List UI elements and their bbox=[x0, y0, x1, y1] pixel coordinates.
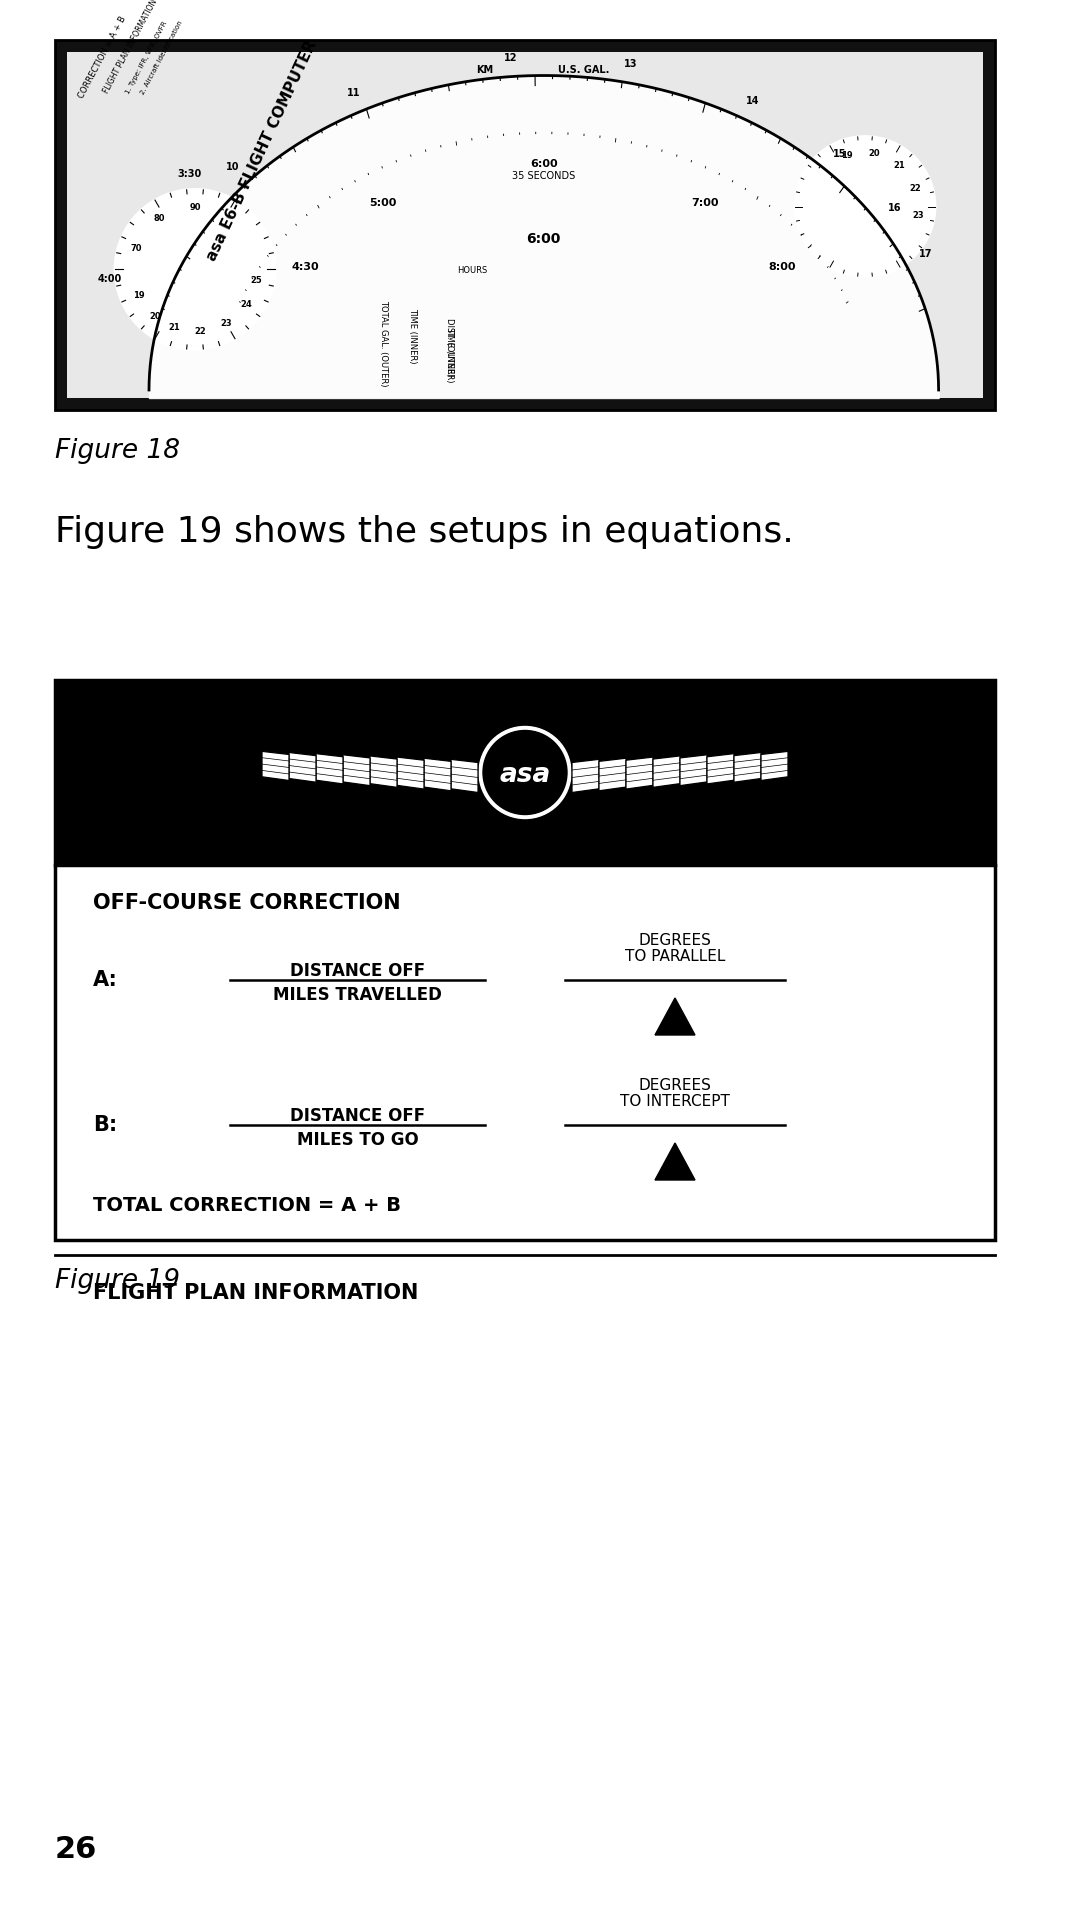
Polygon shape bbox=[370, 756, 397, 787]
Text: 21: 21 bbox=[167, 322, 179, 332]
Text: DEGREES: DEGREES bbox=[638, 1078, 712, 1094]
Polygon shape bbox=[626, 758, 653, 789]
Text: 22: 22 bbox=[194, 326, 206, 336]
Text: 20: 20 bbox=[868, 150, 880, 157]
Text: TO PARALLEL: TO PARALLEL bbox=[625, 950, 725, 963]
Text: HOURS: HOURS bbox=[458, 267, 488, 274]
Text: 70: 70 bbox=[131, 244, 143, 253]
Polygon shape bbox=[316, 754, 343, 785]
Text: 11: 11 bbox=[347, 88, 361, 98]
Text: OFF-COURSE CORRECTION: OFF-COURSE CORRECTION bbox=[93, 892, 401, 913]
Text: 35 SECONDS: 35 SECONDS bbox=[512, 171, 576, 180]
Bar bbox=[55, 679, 995, 865]
Text: 23: 23 bbox=[220, 319, 232, 328]
Text: 8:00: 8:00 bbox=[769, 261, 796, 272]
Text: 2. Aircraft Identification: 2. Aircraft Identification bbox=[139, 19, 184, 96]
Polygon shape bbox=[654, 998, 696, 1034]
Text: 19: 19 bbox=[840, 152, 852, 161]
Text: asa E6-B FLIGHT COMPUTER: asa E6-B FLIGHT COMPUTER bbox=[204, 38, 320, 263]
Text: Figure 19: Figure 19 bbox=[55, 1268, 180, 1293]
Text: 22: 22 bbox=[909, 184, 921, 192]
Text: B:: B: bbox=[93, 1115, 118, 1134]
Polygon shape bbox=[599, 758, 626, 791]
Text: 4:30: 4:30 bbox=[292, 261, 320, 272]
Text: U.S. GAL.: U.S. GAL. bbox=[557, 65, 609, 75]
Polygon shape bbox=[289, 752, 316, 783]
Text: 16: 16 bbox=[888, 203, 902, 213]
Text: asa: asa bbox=[499, 762, 551, 787]
Text: 25: 25 bbox=[251, 276, 262, 284]
Circle shape bbox=[795, 136, 935, 276]
Polygon shape bbox=[424, 758, 451, 791]
Text: 10: 10 bbox=[226, 161, 240, 173]
Text: A:: A: bbox=[93, 969, 118, 990]
Text: DISTANCE OFF: DISTANCE OFF bbox=[289, 1107, 426, 1125]
Text: 7:00: 7:00 bbox=[691, 198, 718, 209]
Circle shape bbox=[480, 727, 571, 819]
Text: 90: 90 bbox=[189, 203, 201, 211]
Bar bbox=[67, 52, 983, 397]
Text: DIST. (OUTER): DIST. (OUTER) bbox=[445, 319, 455, 376]
Text: TO INTERCEPT: TO INTERCEPT bbox=[620, 1094, 730, 1109]
Polygon shape bbox=[653, 756, 680, 787]
Text: 4:00: 4:00 bbox=[98, 274, 122, 284]
Text: 1. Type: IFR, VFR, OVFR: 1. Type: IFR, VFR, OVFR bbox=[124, 21, 168, 96]
Text: FLIGHT PLAN INFORMATION: FLIGHT PLAN INFORMATION bbox=[102, 0, 160, 96]
Polygon shape bbox=[734, 752, 761, 783]
Circle shape bbox=[114, 190, 275, 349]
Polygon shape bbox=[397, 758, 424, 789]
Text: 80: 80 bbox=[153, 215, 165, 223]
Text: KM: KM bbox=[476, 65, 494, 75]
Text: Figure 18: Figure 18 bbox=[55, 438, 180, 464]
Text: 6:00: 6:00 bbox=[530, 159, 557, 169]
Text: 21: 21 bbox=[894, 161, 906, 169]
Text: Figure 19 shows the setups in equations.: Figure 19 shows the setups in equations. bbox=[55, 514, 794, 549]
Text: 3:30: 3:30 bbox=[178, 169, 202, 178]
Polygon shape bbox=[572, 760, 599, 793]
Bar bbox=[55, 679, 995, 1240]
Text: 5:00: 5:00 bbox=[369, 198, 396, 209]
Text: MILES TO GO: MILES TO GO bbox=[297, 1130, 418, 1149]
Text: 23: 23 bbox=[913, 211, 924, 221]
Circle shape bbox=[483, 731, 567, 814]
Text: 13: 13 bbox=[624, 59, 637, 69]
Polygon shape bbox=[451, 760, 478, 793]
Polygon shape bbox=[654, 1144, 696, 1180]
Text: TOTAL CORRECTION = A + B: TOTAL CORRECTION = A + B bbox=[93, 1196, 401, 1215]
Text: TIME (INNER): TIME (INNER) bbox=[445, 326, 455, 382]
Text: TOTAL GAL. (OUTER): TOTAL GAL. (OUTER) bbox=[379, 299, 389, 386]
Bar bbox=[55, 40, 995, 411]
Text: 6:00: 6:00 bbox=[527, 232, 561, 246]
Text: 12: 12 bbox=[504, 52, 517, 63]
Text: 26: 26 bbox=[55, 1835, 97, 1863]
Text: 24: 24 bbox=[240, 301, 252, 309]
Text: MILES TRAVELLED: MILES TRAVELLED bbox=[273, 986, 442, 1004]
Text: 19: 19 bbox=[133, 292, 145, 299]
Polygon shape bbox=[761, 752, 788, 781]
Text: 20: 20 bbox=[149, 313, 161, 320]
Text: DEGREES: DEGREES bbox=[638, 933, 712, 948]
Polygon shape bbox=[343, 754, 370, 785]
Text: TIME (INNER): TIME (INNER) bbox=[408, 309, 417, 365]
Text: 17: 17 bbox=[919, 249, 933, 259]
Polygon shape bbox=[262, 752, 289, 781]
Text: FLIGHT PLAN INFORMATION: FLIGHT PLAN INFORMATION bbox=[93, 1284, 418, 1303]
Text: 14: 14 bbox=[746, 96, 760, 106]
Text: DISTANCE OFF: DISTANCE OFF bbox=[289, 961, 426, 981]
Text: 15: 15 bbox=[833, 150, 847, 159]
Text: CORRECTION = A + B: CORRECTION = A + B bbox=[77, 15, 129, 100]
Polygon shape bbox=[707, 754, 734, 785]
Polygon shape bbox=[680, 754, 707, 785]
